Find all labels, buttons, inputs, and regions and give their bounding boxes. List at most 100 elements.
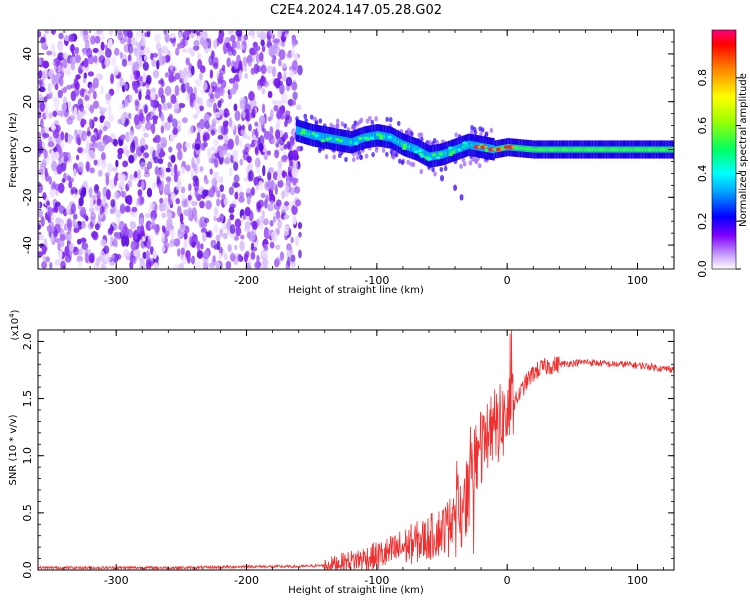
- noise-blob: [166, 212, 173, 219]
- noise-blob: [104, 206, 108, 216]
- noise-blob: [97, 73, 101, 81]
- noise-blob: [53, 58, 59, 64]
- noise-blob: [289, 136, 295, 144]
- noise-blob: [260, 39, 265, 47]
- noise-blob: [281, 170, 286, 179]
- signal-halo: [364, 153, 369, 159]
- noise-blob: [234, 218, 242, 228]
- noise-blob: [94, 204, 100, 212]
- signal-band-core: [655, 148, 658, 151]
- noise-blob: [85, 103, 91, 109]
- signal-band-inner: [297, 126, 300, 136]
- noise-blob: [60, 260, 66, 269]
- noise-blob: [291, 204, 298, 215]
- noise-blob: [208, 262, 215, 269]
- signal-band-inner: [385, 132, 387, 141]
- noise-blob: [251, 98, 257, 110]
- snr-y-tick-label: 0.0: [21, 561, 34, 579]
- signal-band-inner: [322, 132, 325, 142]
- noise-blob: [214, 90, 221, 99]
- noise-blob: [245, 188, 251, 194]
- noise-blob: [145, 250, 151, 261]
- noise-blob: [40, 216, 45, 227]
- noise-blob: [233, 174, 240, 183]
- noise-blob: [107, 104, 112, 116]
- noise-blob: [281, 190, 285, 200]
- noise-blob: [157, 158, 164, 165]
- noise-blob: [227, 244, 232, 253]
- noise-blob: [70, 188, 75, 196]
- signal-halo: [397, 158, 402, 164]
- noise-blob: [183, 232, 188, 240]
- noise-blob: [231, 40, 238, 50]
- colorbar-label: Normalized spectral amplitude: [738, 73, 749, 227]
- noise-blob: [89, 221, 94, 229]
- colorbar-tick-label: 0.2: [696, 212, 709, 230]
- noise-blob: [241, 124, 246, 131]
- signal-band-core: [515, 146, 517, 150]
- snr-y-tick-label: 1.0: [21, 447, 34, 465]
- noise-blob: [146, 31, 151, 38]
- noise-blob: [191, 30, 197, 34]
- noise-blob: [261, 45, 266, 53]
- noise-blob: [262, 165, 266, 177]
- noise-blob: [207, 147, 212, 158]
- noise-blob: [133, 114, 140, 126]
- signal-band-inner: [313, 131, 315, 140]
- signal-band-core: [461, 145, 464, 149]
- noise-blob: [185, 57, 190, 66]
- noise-blob: [223, 145, 228, 155]
- signal-band-core: [604, 148, 606, 151]
- noise-blob: [116, 81, 120, 93]
- noise-blob: [200, 37, 205, 46]
- signal-band-core: [519, 146, 522, 150]
- noise-blob: [57, 242, 61, 251]
- signal-streak: [459, 194, 464, 201]
- noise-blob: [285, 76, 293, 87]
- signal-bright-patch: [402, 144, 408, 149]
- signal-band-inner: [344, 137, 347, 146]
- noise-blob: [233, 103, 238, 112]
- noise-blob: [138, 56, 143, 68]
- noise-blob: [108, 114, 115, 122]
- signal-peak-core: [511, 145, 515, 149]
- noise-blob: [208, 55, 214, 66]
- noise-blob: [89, 142, 93, 150]
- signal-band-core: [565, 148, 567, 151]
- signal-band-inner: [427, 151, 430, 160]
- noise-blob: [281, 204, 287, 213]
- signal-bright-patch: [418, 149, 423, 153]
- noise-blob: [111, 56, 117, 67]
- noise-blob: [208, 188, 215, 198]
- noise-blob: [196, 96, 200, 104]
- noise-blob: [174, 84, 180, 96]
- noise-blob: [219, 184, 225, 193]
- signal-band-inner: [396, 136, 398, 146]
- noise-blob: [90, 212, 96, 221]
- noise-blob: [192, 175, 199, 183]
- noise-blob: [122, 226, 127, 234]
- noise-blob: [198, 118, 206, 130]
- noise-blob: [150, 210, 158, 221]
- spectrogram-x-tick-label: -100: [364, 274, 389, 287]
- noise-blob: [222, 232, 228, 240]
- noise-blob: [176, 42, 183, 50]
- noise-blob: [74, 46, 80, 55]
- noise-blob: [113, 231, 119, 238]
- noise-blob: [106, 136, 113, 143]
- signal-band-core: [571, 148, 573, 151]
- noise-blob: [143, 132, 149, 138]
- noise-blob: [160, 125, 165, 134]
- noise-blob: [255, 167, 261, 175]
- noise-blob: [202, 259, 209, 269]
- noise-blob: [267, 90, 273, 99]
- noise-blob: [154, 166, 160, 176]
- snr-x-tick-label: 0: [504, 574, 511, 587]
- noise-blob: [229, 88, 237, 95]
- noise-blob: [266, 65, 273, 74]
- noise-blob: [184, 82, 189, 90]
- noise-blob: [202, 232, 207, 243]
- noise-blob: [161, 232, 165, 243]
- signal-halo: [454, 132, 459, 138]
